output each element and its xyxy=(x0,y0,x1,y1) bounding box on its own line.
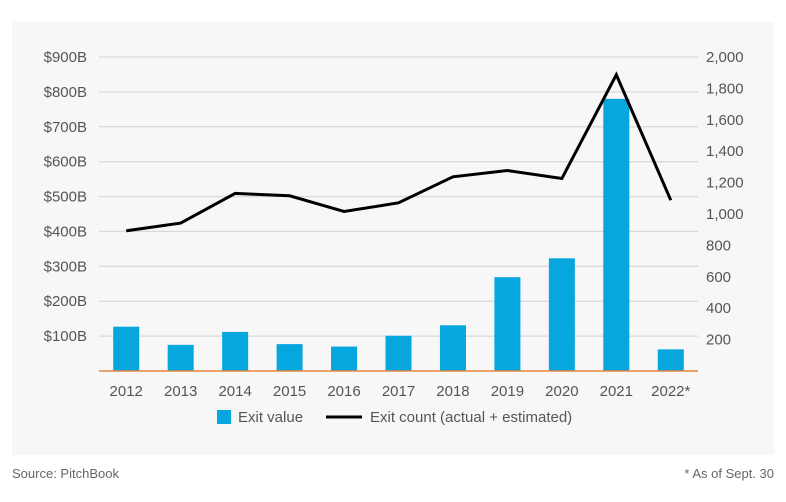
x-tick-label: 2022* xyxy=(651,383,690,400)
y-left-tick-label: $400B xyxy=(44,223,87,240)
x-tick-label: 2021 xyxy=(600,383,633,400)
y-right-tick-label: 800 xyxy=(706,237,731,254)
bar-2014 xyxy=(222,331,249,371)
y-left-tick-label: $900B xyxy=(44,49,87,66)
bar-2021 xyxy=(603,98,630,371)
legend-label-exit-value: Exit value xyxy=(238,409,303,426)
y-right-tick-label: 1,000 xyxy=(706,206,744,223)
y-right-tick-label: 1,400 xyxy=(706,143,744,160)
y-right-tick-label: 1,200 xyxy=(706,175,744,192)
x-tick-label: 2019 xyxy=(491,383,524,400)
y-left-tick-label: $200B xyxy=(44,293,87,310)
footnote: * As of Sept. 30 xyxy=(684,466,774,481)
bar-2013 xyxy=(167,344,194,371)
legend-swatch-exit-value xyxy=(217,410,231,424)
x-tick-label: 2014 xyxy=(218,383,251,400)
y-right-tick-label: 200 xyxy=(706,332,731,349)
y-right-tick-label: 600 xyxy=(706,269,731,286)
x-tick-label: 2013 xyxy=(164,383,197,400)
y-right-tick-label: 1,800 xyxy=(706,80,744,97)
bar-2016 xyxy=(331,346,358,371)
y-left-tick-label: $300B xyxy=(44,258,87,275)
y-left-tick-label: $500B xyxy=(44,189,87,206)
bar-2018 xyxy=(439,325,466,371)
bar-2015 xyxy=(276,344,303,371)
y-left-tick-label: $800B xyxy=(44,84,87,101)
y-left-tick-label: $100B xyxy=(44,328,87,345)
x-tick-label: 2020 xyxy=(545,383,578,400)
y-left-tick-label: $700B xyxy=(44,119,87,136)
x-tick-label: 2015 xyxy=(273,383,306,400)
x-tick-label: 2018 xyxy=(436,383,469,400)
x-tick-label: 2017 xyxy=(382,383,415,400)
bar-2022* xyxy=(657,349,684,371)
y-right-tick-label: 2,000 xyxy=(706,49,744,66)
bar-2019 xyxy=(494,277,521,371)
source-note: Source: PitchBook xyxy=(12,466,119,481)
x-tick-label: 2012 xyxy=(110,383,143,400)
y-left-tick-label: $600B xyxy=(44,154,87,171)
chart-panel xyxy=(12,22,774,455)
legend-label-exit-count: Exit count (actual + estimated) xyxy=(370,409,572,426)
y-right-tick-label: 1,600 xyxy=(706,112,744,129)
x-tick-label: 2016 xyxy=(327,383,360,400)
bar-2012 xyxy=(113,326,140,371)
bar-2020 xyxy=(548,258,575,371)
bar-2017 xyxy=(385,335,412,371)
exit-count-line xyxy=(126,71,673,233)
y-right-tick-label: 400 xyxy=(706,300,731,317)
